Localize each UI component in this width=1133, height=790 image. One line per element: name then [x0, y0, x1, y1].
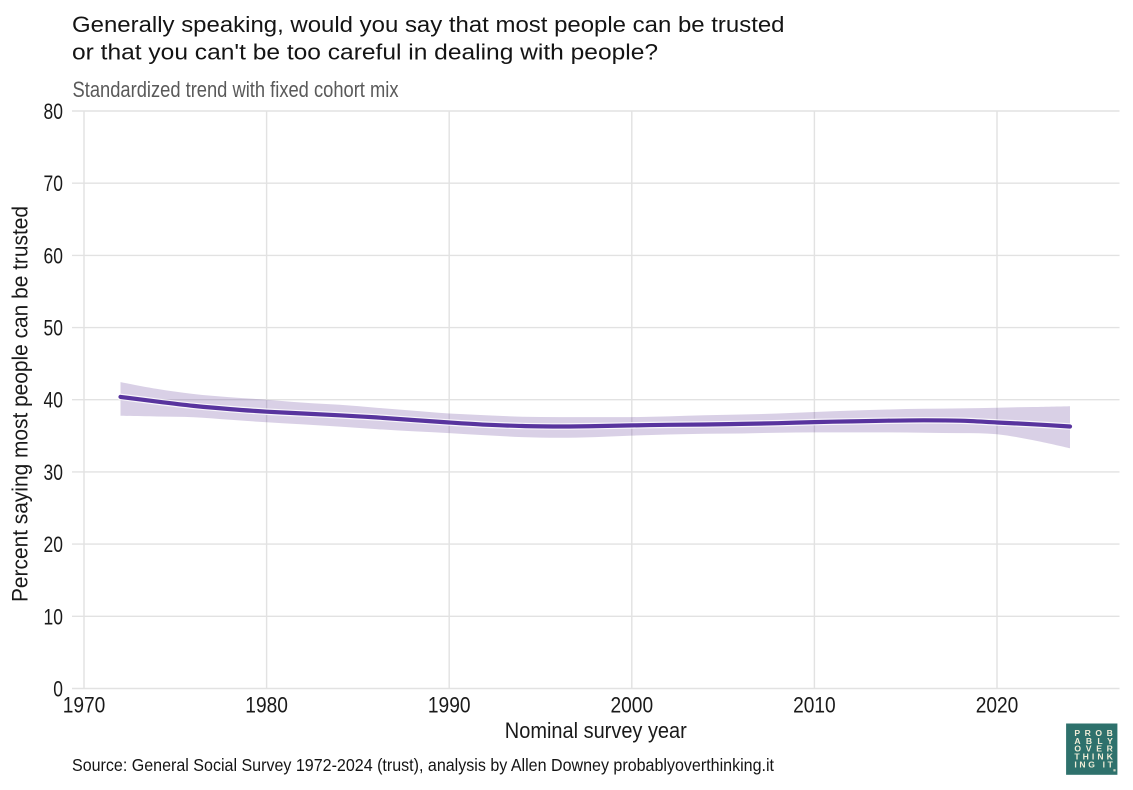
svg-text:30: 30	[44, 460, 63, 485]
svg-text:THINK: THINK	[1074, 751, 1113, 761]
svg-text:or that you can't be too caref: or that you can't be too careful in deal…	[72, 39, 658, 64]
svg-text:40: 40	[44, 388, 63, 413]
svg-text:80: 80	[44, 99, 63, 124]
svg-text:Nominal survey year: Nominal survey year	[505, 718, 687, 743]
svg-text:ING IT: ING IT	[1074, 759, 1113, 769]
svg-text:1970: 1970	[63, 693, 106, 718]
svg-text:70: 70	[44, 171, 63, 196]
svg-text:1990: 1990	[428, 693, 471, 718]
svg-text:20: 20	[44, 532, 63, 557]
svg-text:1980: 1980	[245, 693, 288, 718]
svg-text:10: 10	[44, 604, 63, 629]
svg-text:Generally speaking, would you: Generally speaking, would you say that m…	[72, 12, 785, 37]
svg-text:Source: General Social Survey: Source: General Social Survey 1972-2024 …	[72, 755, 774, 775]
svg-text:Standardized trend with fixed: Standardized trend with fixed cohort mix	[73, 77, 399, 102]
svg-text:2000: 2000	[611, 693, 654, 718]
svg-text:0: 0	[53, 677, 63, 702]
svg-text:50: 50	[44, 316, 63, 341]
svg-text:60: 60	[44, 243, 63, 268]
svg-text:Percent saying most people can: Percent saying most people can be truste…	[8, 206, 33, 602]
svg-text:2020: 2020	[976, 693, 1019, 718]
svg-text:2010: 2010	[793, 693, 836, 718]
